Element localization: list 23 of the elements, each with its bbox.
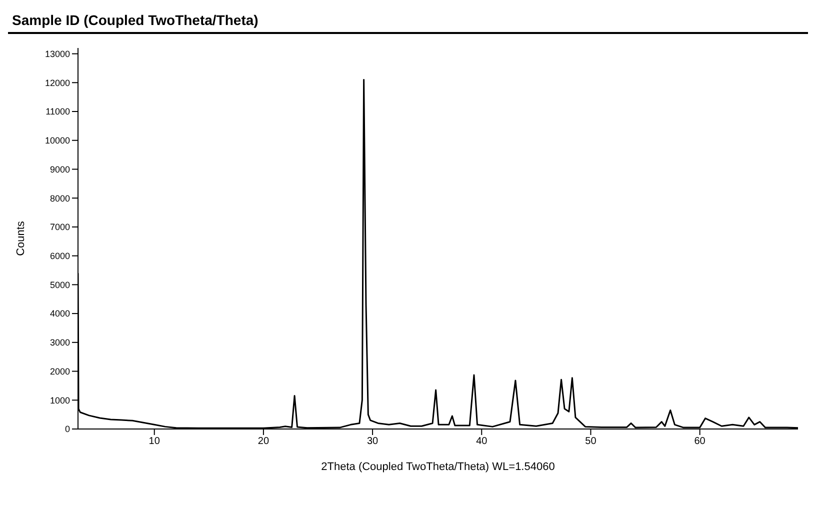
y-tick-label: 13000 [44,48,70,59]
x-tick-label: 30 [366,436,379,448]
y-tick-label: 7000 [50,222,70,232]
y-tick-label: 0 [64,424,70,434]
x-tick-label: 40 [476,436,488,448]
y-tick-label: 12000 [44,78,70,88]
y-tick-label: 5000 [50,280,70,290]
x-tick-label: 20 [258,436,270,448]
y-tick-label: 10000 [44,136,70,146]
y-tick-label: 8000 [50,193,70,204]
y-tick-label: 6000 [50,251,70,262]
y-tick-label: 4000 [50,308,70,319]
y-tick-label: 11000 [46,106,70,117]
y-tick-label: 9000 [50,164,70,174]
y-tick-label: 1000 [50,395,70,406]
y-tick-label: 2000 [50,366,70,376]
x-axis-title: 2Theta (Coupled TwoTheta/Theta) WL=1.54060 [321,461,555,473]
x-tick-label: 60 [694,436,706,448]
x-tick-label: 10 [148,436,160,448]
x-tick-label: 50 [585,436,597,448]
y-tick-label: 3000 [50,338,70,348]
y-axis-title: Counts [14,220,27,256]
chart-title: Sample ID (Coupled TwoTheta/Theta) [8,8,808,34]
